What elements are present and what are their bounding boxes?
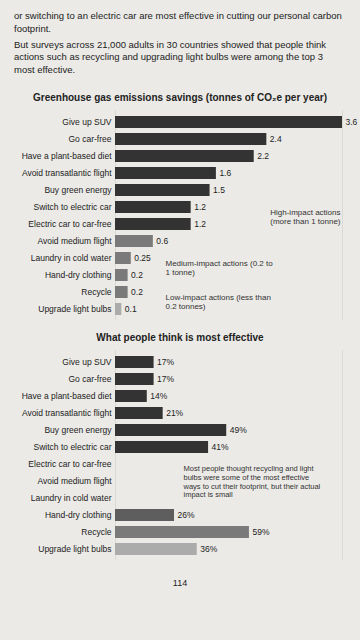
html-text:But surveys across 21,000 adul: But surveys across 21,000 adults in 30 c… (14, 38, 327, 76)
svg-text:0.2: 0.2 (131, 287, 143, 297)
svg-text:Electric car to car-free: Electric car to car-free (28, 459, 111, 469)
svg-text:Recycle: Recycle (81, 527, 112, 537)
svg-text:Laundry in cold water: Laundry in cold water (31, 253, 112, 263)
svg-text:59%: 59% (252, 527, 269, 537)
svg-text:0.6: 0.6 (156, 236, 168, 246)
svg-text:Avoid transatlantic flight: Avoid transatlantic flight (22, 168, 112, 178)
svg-text:14%: 14% (150, 391, 167, 401)
svg-text:Have a plant-based diet: Have a plant-based diet (22, 391, 112, 401)
svg-text:Upgrade light bulbs: Upgrade light bulbs (38, 544, 111, 554)
svg-text:41%: 41% (212, 442, 229, 452)
svg-text:21%: 21% (166, 408, 183, 418)
svg-text:Give up SUV: Give up SUV (62, 357, 111, 367)
html-text:114: 114 (172, 578, 188, 589)
svg-text:0.25: 0.25 (134, 253, 151, 263)
svg-text:Switch to electric car: Switch to electric car (34, 202, 112, 212)
svg-text:2.4: 2.4 (270, 134, 282, 144)
svg-text:Switch to electric car: Switch to electric car (34, 442, 112, 452)
svg-text:49%: 49% (230, 425, 247, 435)
svg-text:Hand-dry clothing: Hand-dry clothing (45, 510, 112, 520)
html-text:Greenhouse gas emissions savin: Greenhouse gas emissions savings (tonnes… (33, 92, 327, 104)
svg-text:Medium-impact actions (0.2 to1: Medium-impact actions (0.2 to1 tonne) (166, 259, 274, 277)
svg-text:1.2: 1.2 (194, 219, 206, 229)
svg-text:Go car-free: Go car-free (69, 134, 112, 144)
svg-text:2.2: 2.2 (257, 151, 269, 161)
svg-text:Upgrade light bulbs: Upgrade light bulbs (38, 304, 111, 314)
svg-text:Avoid medium flight: Avoid medium flight (37, 476, 112, 486)
svg-text:High-impact actions(more than: High-impact actions(more than 1 tonne) (270, 208, 341, 226)
svg-text:Avoid transatlantic flight: Avoid transatlantic flight (22, 408, 112, 418)
svg-text:1.2: 1.2 (194, 202, 206, 212)
svg-text:0.1: 0.1 (125, 304, 137, 314)
svg-text:36%: 36% (200, 544, 217, 554)
svg-text:1.6: 1.6 (219, 168, 231, 178)
svg-text:1.5: 1.5 (213, 185, 225, 195)
html-text:What people think is most effe: What people think is most effective (96, 332, 264, 344)
svg-text:Laundry in cold water: Laundry in cold water (31, 493, 112, 503)
svg-text:17%: 17% (157, 357, 174, 367)
svg-text:Buy green energy: Buy green energy (44, 425, 112, 435)
svg-text:17%: 17% (157, 374, 174, 384)
svg-text:Recycle: Recycle (81, 287, 112, 297)
svg-text:Electric car to car-free: Electric car to car-free (28, 219, 111, 229)
svg-text:Low-impact actions (less than0: Low-impact actions (less than0.2 tonnes) (166, 293, 271, 311)
svg-text:Buy green energy: Buy green energy (44, 185, 112, 195)
svg-text:26%: 26% (178, 510, 195, 520)
svg-text:3.6: 3.6 (346, 117, 358, 127)
html-text:or switching to an electric ca: or switching to an electric car are most… (14, 10, 342, 34)
svg-text:Avoid medium flight: Avoid medium flight (37, 236, 112, 246)
svg-text:Give up SUV: Give up SUV (62, 117, 111, 127)
svg-text:Go car-free: Go car-free (69, 374, 112, 384)
svg-text:0.2: 0.2 (131, 270, 143, 280)
svg-text:Hand-dry clothing: Hand-dry clothing (45, 270, 112, 280)
svg-text:Most people thought recycling: Most people thought recycling and lightb… (183, 464, 321, 499)
svg-text:Have a plant-based diet: Have a plant-based diet (22, 151, 112, 161)
